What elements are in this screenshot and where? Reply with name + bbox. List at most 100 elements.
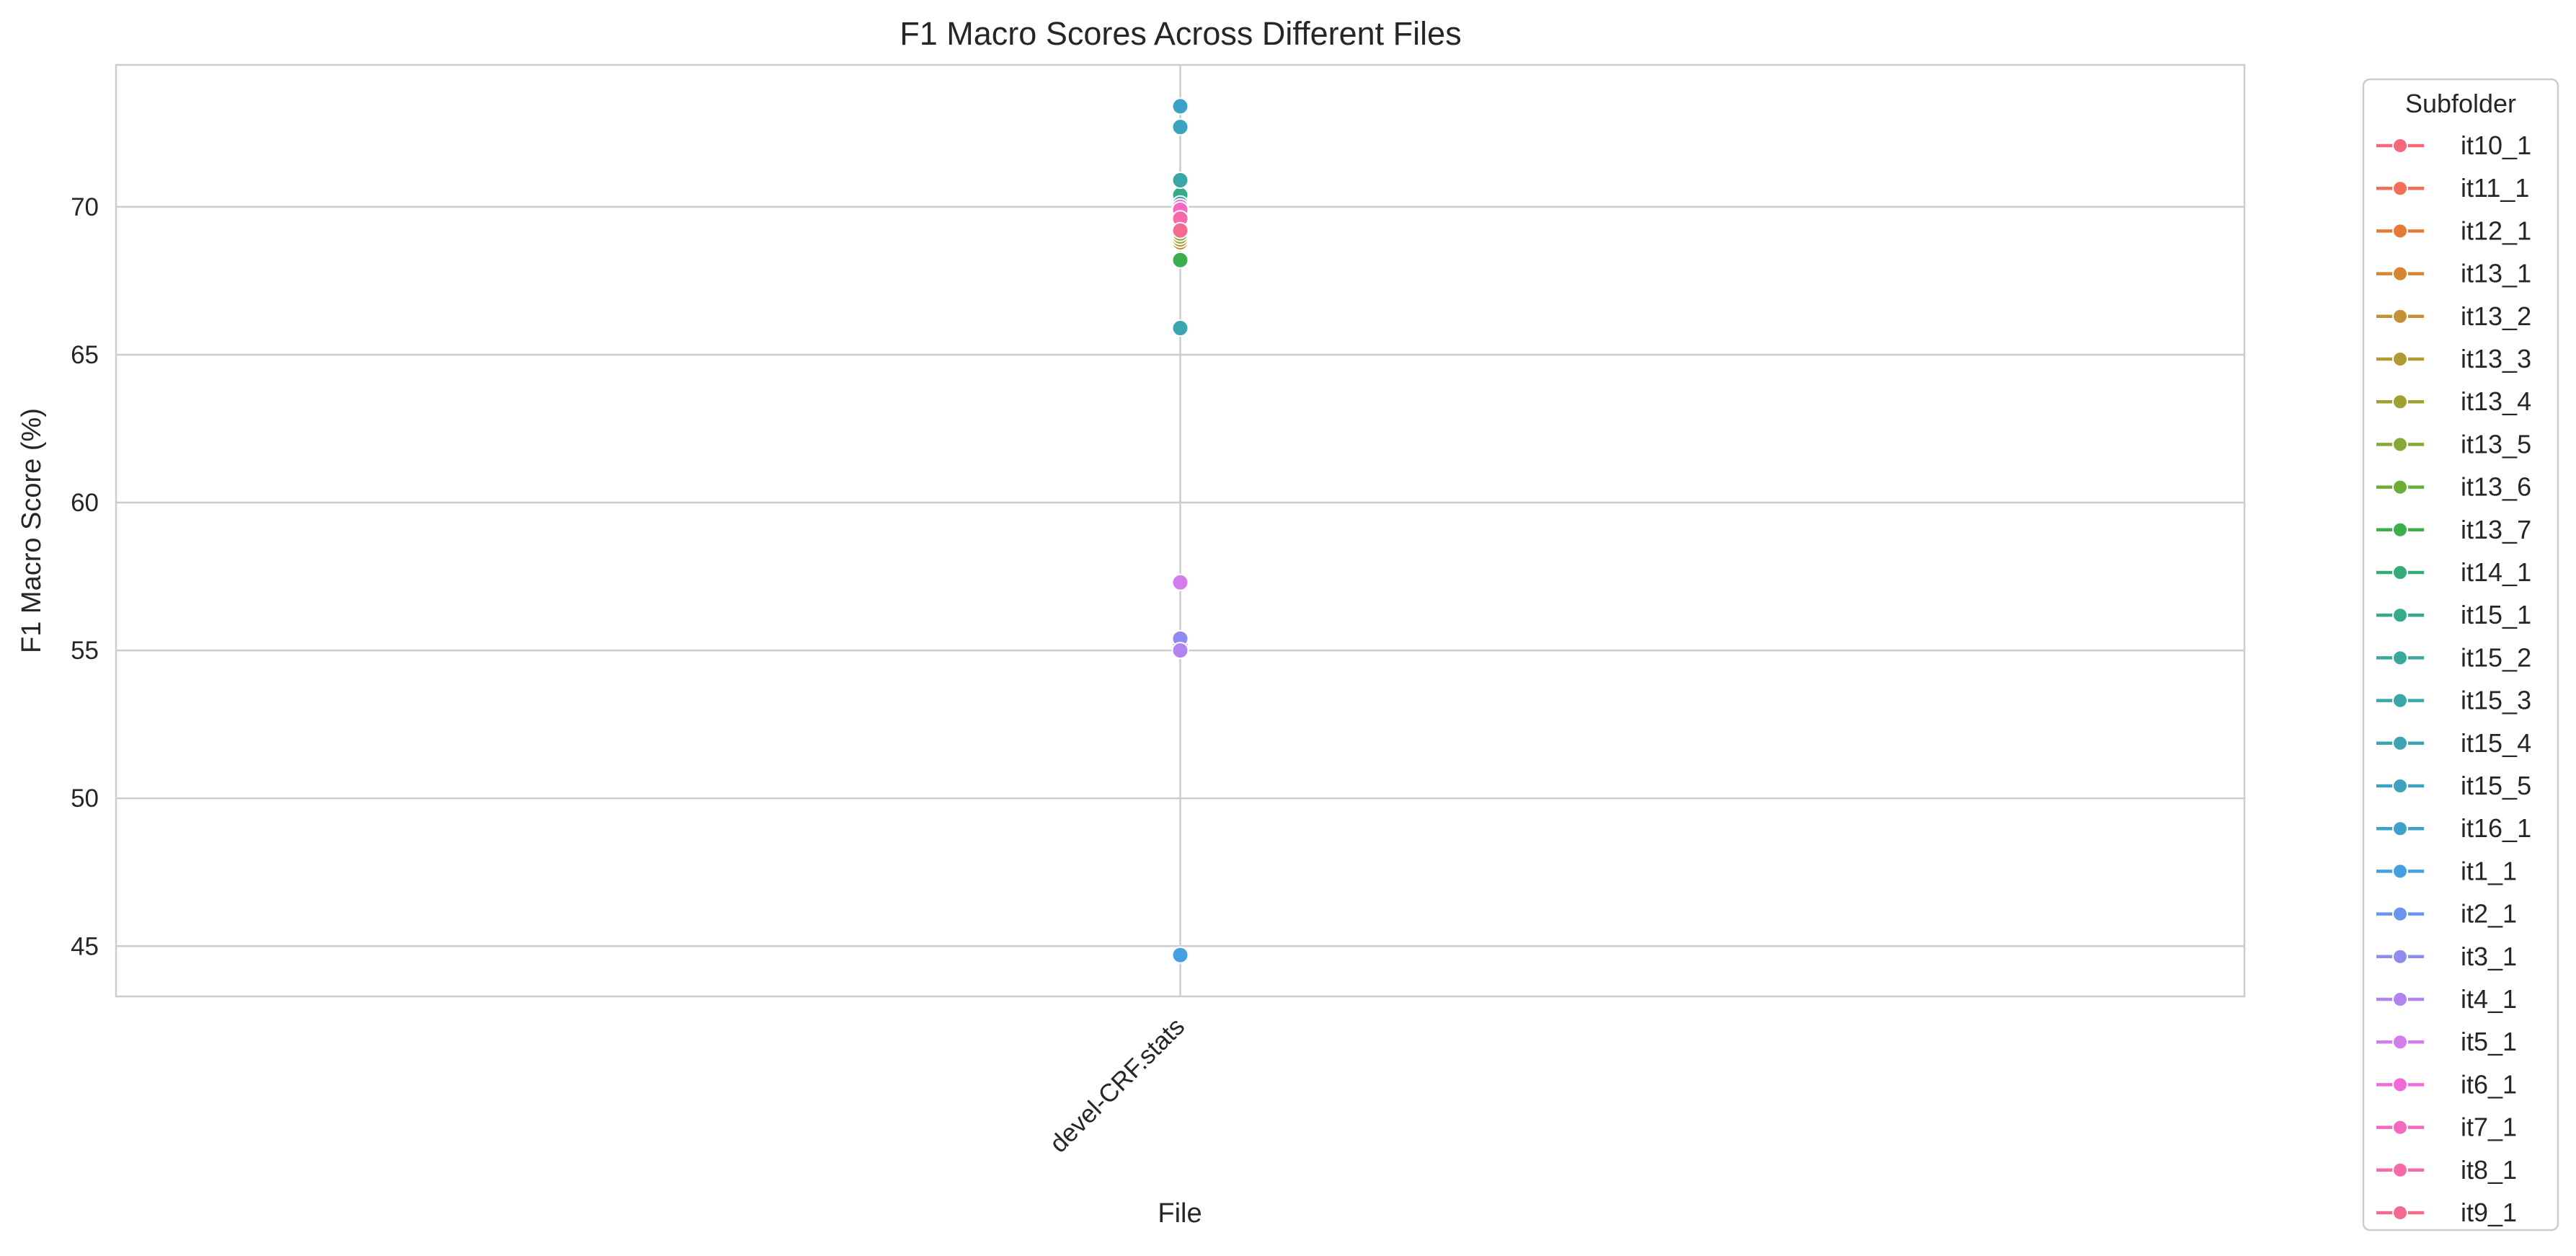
legend-marker-swatch	[2392, 821, 2408, 837]
legend-marker-swatch	[2392, 735, 2408, 751]
data-point-it9_1	[1171, 221, 1189, 239]
data-point-it1_1	[1171, 946, 1189, 964]
legend-label: it5_1	[2461, 1027, 2517, 1056]
legend-title: Subfolder	[2405, 89, 2516, 118]
legend-label: it15_1	[2461, 600, 2531, 629]
legend-label: it15_3	[2461, 686, 2531, 715]
legend-label: it13_4	[2461, 386, 2531, 416]
legend-marker-swatch	[2392, 265, 2408, 282]
legend-item-it8_1: it8_1	[2376, 1155, 2517, 1185]
chart-title: F1 Macro Scores Across Different Files	[900, 15, 1461, 52]
legend-label: it7_1	[2461, 1113, 2517, 1142]
legend-label: it2_1	[2461, 899, 2517, 929]
y-tick-label: 65	[71, 341, 99, 369]
legend-marker-swatch	[2392, 138, 2408, 154]
legend-marker-swatch	[2392, 308, 2408, 324]
legend-label: it11_1	[2461, 173, 2529, 203]
legend-marker-swatch	[2392, 1076, 2408, 1093]
data-point-it15_5	[1171, 118, 1189, 136]
data-point-it15_4	[1171, 319, 1189, 337]
legend-item-it9_1: it9_1	[2376, 1198, 2517, 1227]
y-tick-label: 45	[71, 932, 99, 960]
legend-item-it14_1: it14_1	[2376, 557, 2531, 587]
y-tick-label: 50	[71, 784, 99, 813]
legend-marker-swatch	[2392, 906, 2408, 922]
legend-label: it15_4	[2461, 728, 2531, 758]
legend-item-it1_1: it1_1	[2376, 856, 2517, 885]
legend-label: it15_5	[2461, 771, 2531, 800]
legend-marker-swatch	[2392, 1205, 2408, 1221]
y-axis-label: F1 Macro Score (%)	[17, 408, 47, 653]
legend-marker-swatch	[2392, 650, 2408, 666]
legend-marker-swatch	[2392, 778, 2408, 794]
legend-marker-swatch	[2392, 223, 2408, 239]
plot-frame	[115, 63, 2246, 998]
y-tick-label: 60	[71, 489, 99, 517]
legend-marker-swatch	[2392, 948, 2408, 965]
legend-marker-swatch	[2392, 351, 2408, 367]
legend-marker-swatch	[2392, 436, 2408, 453]
legend-marker-swatch	[2392, 692, 2408, 709]
legend-item-it2_1: it2_1	[2376, 899, 2517, 929]
legend-label: it15_2	[2461, 642, 2531, 672]
legend-marker-swatch	[2392, 607, 2408, 624]
data-points	[1171, 97, 1189, 964]
y-tick-label: 70	[71, 193, 99, 221]
data-point-it13_7	[1171, 251, 1189, 269]
legend-marker-swatch	[2392, 180, 2408, 197]
legend-label: it4_1	[2461, 984, 2517, 1014]
legend-label: it12_1	[2461, 216, 2531, 245]
legend-label: it8_1	[2461, 1155, 2517, 1185]
legend-label: it1_1	[2461, 856, 2517, 885]
legend: Subfolder it10_1 it11_1 it12_1 it13_1 it13_2…	[2362, 78, 2559, 1231]
data-point-it5_1	[1171, 573, 1189, 591]
legend-item-it13_7: it13_7	[2376, 515, 2531, 544]
legend-item-it5_1: it5_1	[2376, 1027, 2517, 1056]
x-axis-label: File	[1158, 1198, 1202, 1229]
legend-marker-swatch	[2392, 1119, 2408, 1136]
legend-items: it10_1 it11_1 it12_1 it13_1 it13_2 it13_3 it13…	[2376, 131, 2531, 1227]
legend-item-it6_1: it6_1	[2376, 1069, 2517, 1099]
legend-item-it10_1: it10_1	[2376, 131, 2531, 160]
legend-item-it7_1: it7_1	[2376, 1113, 2517, 1142]
legend-marker-swatch	[2392, 1034, 2408, 1051]
legend-item-it3_1: it3_1	[2376, 942, 2517, 971]
legend-label: it13_3	[2461, 344, 2531, 373]
legend-label: it13_2	[2461, 301, 2531, 331]
legend-item-it13_3: it13_3	[2376, 344, 2531, 373]
legend-marker-swatch	[2392, 565, 2408, 580]
legend-item-it15_4: it15_4	[2376, 728, 2531, 758]
legend-item-it16_1: it16_1	[2376, 813, 2531, 843]
data-point-it4_1	[1171, 642, 1189, 660]
legend-label: it6_1	[2461, 1069, 2517, 1099]
legend-marker-swatch	[2392, 521, 2408, 538]
legend-marker-swatch	[2392, 863, 2408, 880]
legend-label: it13_5	[2461, 429, 2531, 459]
legend-label: it10_1	[2461, 131, 2531, 160]
legend-item-it15_3: it15_3	[2376, 686, 2531, 715]
legend-item-it12_1: it12_1	[2376, 216, 2531, 245]
legend-label: it13_6	[2461, 472, 2531, 502]
legend-label: it9_1	[2461, 1198, 2517, 1227]
y-tick-label: 55	[71, 637, 99, 665]
legend-item-it13_2: it13_2	[2376, 301, 2531, 331]
legend-label: it3_1	[2461, 942, 2517, 971]
legend-label: it14_1	[2461, 557, 2531, 587]
legend-item-it13_6: it13_6	[2376, 472, 2531, 502]
legend-marker-swatch	[2392, 991, 2408, 1007]
legend-item-it13_5: it13_5	[2376, 429, 2531, 459]
legend-item-it13_1: it13_1	[2376, 259, 2531, 288]
legend-marker-swatch	[2392, 479, 2408, 495]
legend-item-it13_4: it13_4	[2376, 386, 2531, 416]
legend-item-it15_1: it15_1	[2376, 600, 2531, 629]
legend-item-it11_1: it11_1	[2376, 173, 2529, 203]
legend-frame	[2362, 78, 2559, 1231]
legend-marker-swatch	[2392, 394, 2408, 410]
legend-label: it13_1	[2461, 259, 2531, 288]
y-axis-ticks: 45 50 55 60 65 70	[71, 193, 99, 960]
legend-item-it4_1: it4_1	[2376, 984, 2517, 1014]
legend-label: it16_1	[2461, 813, 2531, 843]
legend-label: it13_7	[2461, 515, 2531, 544]
